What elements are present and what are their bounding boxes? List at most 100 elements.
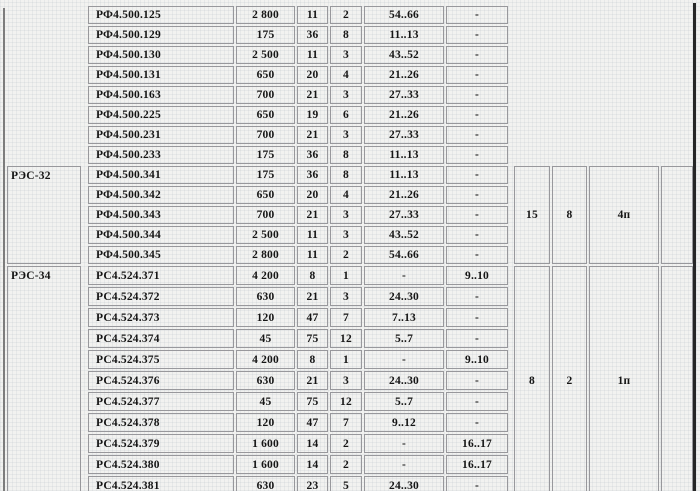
numeric-cell: - <box>446 206 508 224</box>
part-number-cell: РФ4.500.345 <box>88 246 234 264</box>
part-number-cell: РС4.524.376 <box>88 371 234 390</box>
numeric-cell: - <box>446 106 508 124</box>
numeric-cell: 36 <box>297 26 328 44</box>
numeric-cell: 11..13 <box>364 166 444 184</box>
numeric-cell: - <box>446 6 508 24</box>
numeric-cell: 47 <box>297 413 328 432</box>
numeric-cell: - <box>446 126 508 144</box>
table-row: РФ4.500.231 700 21 3 27..33- <box>7 126 693 144</box>
numeric-cell: 24..30 <box>364 371 444 390</box>
numeric-cell: 21 <box>297 86 328 104</box>
table-row: РС4.524.378 120 47 7 9..12- <box>7 413 693 432</box>
numeric-cell: 8 <box>297 350 328 369</box>
part-number-cell: РФ4.500.342 <box>88 186 234 204</box>
table-row: РС4.524.377 45 75 12 5..7- <box>7 392 693 411</box>
part-number-cell: РФ4.500.341 <box>88 166 234 184</box>
column-gap <box>510 266 512 491</box>
numeric-cell: 1 600 <box>236 455 295 474</box>
page-edge-right-line <box>693 3 696 491</box>
numeric-cell: 650 <box>236 106 295 124</box>
table-row: РФ4.500.125 2 800 11 2 54..66- <box>7 6 693 24</box>
table-row: РС4.524.372 630 21 3 24..30- <box>7 287 693 306</box>
table-row: РФ4.500.345 2 800 11 2 54..66- <box>7 246 693 264</box>
numeric-cell: - <box>364 455 444 474</box>
numeric-cell: 175 <box>236 146 295 164</box>
merged-value-cell: 8 <box>552 166 587 264</box>
numeric-cell: 21..26 <box>364 106 444 124</box>
numeric-cell: 19 <box>297 106 328 124</box>
numeric-cell: 8 <box>297 266 328 285</box>
numeric-cell: 45 <box>236 392 295 411</box>
part-number-cell: РФ4.500.131 <box>88 66 234 84</box>
numeric-cell: 21 <box>297 126 328 144</box>
numeric-cell: 12 <box>330 392 362 411</box>
numeric-cell: 700 <box>236 206 295 224</box>
numeric-cell: - <box>446 308 508 327</box>
numeric-cell: - <box>446 146 508 164</box>
numeric-cell: - <box>446 186 508 204</box>
numeric-cell: 4 200 <box>236 266 295 285</box>
numeric-cell: - <box>446 329 508 348</box>
numeric-cell: 7 <box>330 413 362 432</box>
part-number-cell: РФ4.500.233 <box>88 146 234 164</box>
part-number-cell: РФ4.500.231 <box>88 126 234 144</box>
table-row: РС4.524.379 1 600 14 2-16..17 <box>7 434 693 453</box>
table-row: РС4.524.375 4 200 8 1-9..10 <box>7 350 693 369</box>
relay-table-body: РФ4.500.125 2 800 11 2 54..66- РФ4.500.129 175… <box>7 6 693 491</box>
merged-value-cell: 1п <box>589 266 659 491</box>
table-row: РФ4.500.342 650 20 4 21..26- <box>7 186 693 204</box>
numeric-cell: 36 <box>297 146 328 164</box>
part-number-cell: РС4.524.372 <box>88 287 234 306</box>
merged-value-cell <box>661 266 693 491</box>
numeric-cell: 630 <box>236 476 295 491</box>
numeric-cell: 1 <box>330 266 362 285</box>
table-row: РФ4.500.130 2 500 11 3 43..52- <box>7 46 693 64</box>
merged-value-cell: 2 <box>552 266 587 491</box>
numeric-cell: 5..7 <box>364 329 444 348</box>
numeric-cell: 11 <box>297 46 328 64</box>
table-row: РС4.524.376 630 21 3 24..30- <box>7 371 693 390</box>
table-row: РС4.524.381 630 23 5 24..30- <box>7 476 693 491</box>
numeric-cell: 45 <box>236 329 295 348</box>
numeric-cell: 7 <box>330 308 362 327</box>
numeric-cell: 21 <box>297 371 328 390</box>
numeric-cell: - <box>446 287 508 306</box>
merged-value-cell: 4п <box>589 166 659 264</box>
numeric-cell: 9..10 <box>446 350 508 369</box>
numeric-cell: 3 <box>330 126 362 144</box>
column-gap <box>510 166 512 264</box>
numeric-cell: 75 <box>297 329 328 348</box>
numeric-cell: 9..10 <box>446 266 508 285</box>
numeric-cell: 43..52 <box>364 46 444 64</box>
numeric-cell: 4 <box>330 66 362 84</box>
numeric-cell: 16..17 <box>446 455 508 474</box>
numeric-cell: 4 200 <box>236 350 295 369</box>
column-gap <box>83 266 86 491</box>
numeric-cell: 75 <box>297 392 328 411</box>
numeric-cell: - <box>446 476 508 491</box>
merged-value-cell <box>661 6 693 164</box>
numeric-cell: 2 <box>330 434 362 453</box>
numeric-cell: 3 <box>330 46 362 64</box>
relay-type-cell: РЭС-34 <box>7 266 81 491</box>
numeric-cell: 21 <box>297 287 328 306</box>
part-number-cell: РФ4.500.125 <box>88 6 234 24</box>
numeric-cell: 700 <box>236 86 295 104</box>
table-row: РС4.524.373 120 47 7 7..13- <box>7 308 693 327</box>
numeric-cell: 650 <box>236 186 295 204</box>
relay-type-cell <box>7 6 81 164</box>
column-gap <box>83 6 86 164</box>
numeric-cell: 27..33 <box>364 126 444 144</box>
numeric-cell: 2 500 <box>236 46 295 64</box>
part-number-cell: РС4.524.373 <box>88 308 234 327</box>
numeric-cell: 3 <box>330 86 362 104</box>
numeric-cell: 8 <box>330 146 362 164</box>
part-number-cell: РФ4.500.130 <box>88 46 234 64</box>
numeric-cell: 120 <box>236 308 295 327</box>
table-row: РФ4.500.129 175 36 8 11..13- <box>7 26 693 44</box>
column-gap <box>510 6 512 164</box>
table-row: РС4.524.374 45 75 12 5..7- <box>7 329 693 348</box>
table-row: РФ4.500.344 2 500 11 3 43..52- <box>7 226 693 244</box>
numeric-cell: 5 <box>330 476 362 491</box>
numeric-cell: - <box>364 266 444 285</box>
